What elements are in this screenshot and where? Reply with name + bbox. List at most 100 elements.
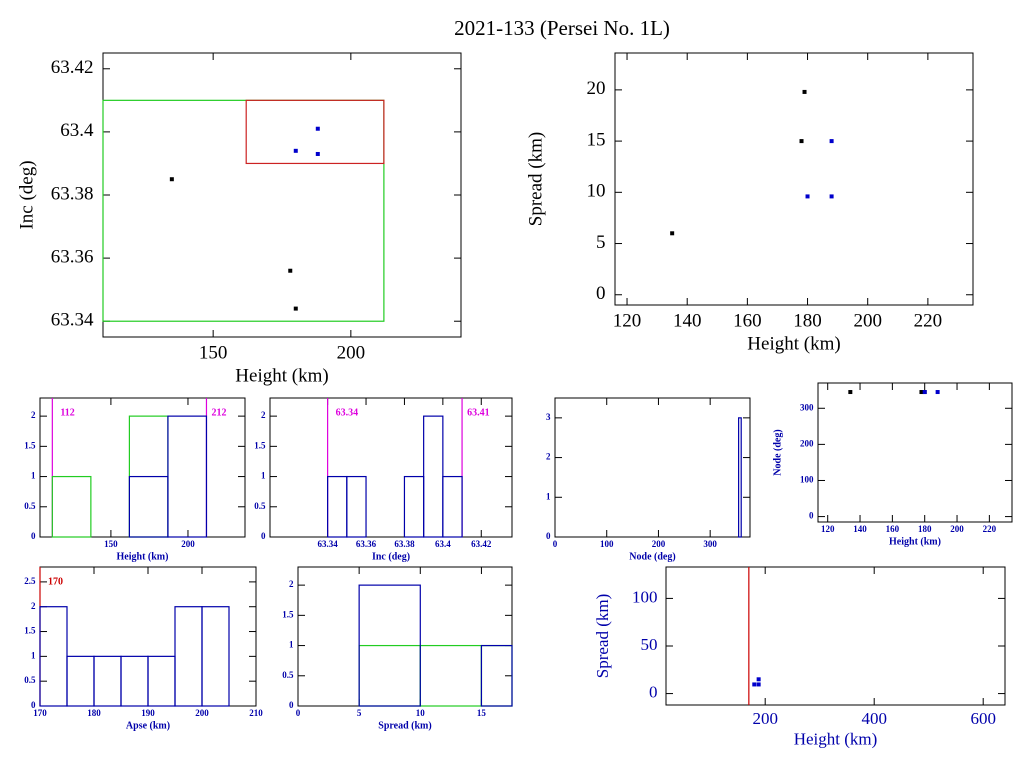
point bbox=[169, 177, 174, 182]
y-axis-label: Node (deg) bbox=[772, 429, 783, 475]
x-tick-label: 120 bbox=[613, 310, 642, 331]
y-tick-label: 63.4 bbox=[60, 120, 94, 141]
y-tick-label: 1.5 bbox=[24, 626, 36, 636]
x-tick-label: 160 bbox=[733, 310, 762, 331]
x-tick-label: 180 bbox=[87, 708, 101, 718]
y-tick-label: 100 bbox=[632, 587, 658, 606]
x-tick-label: 220 bbox=[983, 524, 997, 534]
y-tick-label: 50 bbox=[641, 635, 658, 654]
y-tick-label: 2 bbox=[31, 410, 36, 420]
selection-box bbox=[245, 99, 385, 165]
x-tick-label: 0 bbox=[296, 708, 301, 718]
y-tick-label: 0 bbox=[649, 682, 658, 701]
y-tick-label: 0 bbox=[31, 700, 36, 710]
point bbox=[293, 306, 298, 311]
plot-frame bbox=[665, 566, 1006, 706]
point bbox=[670, 231, 675, 236]
x-tick-label: 0 bbox=[553, 539, 558, 549]
y-tick-label: 63.42 bbox=[51, 57, 94, 78]
y-tick-label: 0.5 bbox=[24, 501, 36, 511]
y-tick-label: 15 bbox=[587, 129, 606, 150]
y-tick-label: 1 bbox=[31, 650, 36, 660]
y-tick-label: 2 bbox=[546, 452, 551, 462]
y-tick-label: 2 bbox=[261, 410, 266, 420]
y-tick-label: 1 bbox=[546, 491, 551, 501]
hist-bar bbox=[738, 417, 742, 538]
x-tick-label: 5 bbox=[357, 708, 362, 718]
x-axis-label: Height (km) bbox=[747, 333, 840, 354]
x-axis-label: Node (deg) bbox=[629, 551, 675, 562]
x-axis-label: Height (km) bbox=[794, 730, 878, 749]
x-tick-label: 120 bbox=[821, 524, 835, 534]
hist-bar bbox=[167, 415, 208, 538]
hist-bar bbox=[480, 644, 513, 707]
y-tick-label: 63.36 bbox=[51, 246, 94, 267]
plot-frame bbox=[554, 397, 751, 538]
limit-label: 112 bbox=[60, 407, 74, 418]
y-tick-label: 1 bbox=[261, 471, 266, 481]
y-tick-label: 300 bbox=[800, 402, 814, 412]
y-tick-label: 1.5 bbox=[282, 609, 294, 619]
y-tick-label: 20 bbox=[587, 78, 606, 99]
x-tick-label: 220 bbox=[914, 310, 943, 331]
point bbox=[756, 682, 761, 687]
hist-bar bbox=[51, 475, 92, 538]
x-axis-label: Apse (km) bbox=[126, 720, 170, 731]
x-tick-label: 200 bbox=[853, 310, 882, 331]
x-tick-label: 200 bbox=[950, 524, 964, 534]
x-tick-label: 200 bbox=[337, 342, 366, 363]
page-title: 2021-133 (Persei No. 1L) bbox=[454, 16, 670, 40]
point bbox=[922, 390, 927, 395]
x-tick-label: 15 bbox=[477, 708, 487, 718]
x-tick-label: 63.36 bbox=[356, 539, 377, 549]
x-tick-label: 200 bbox=[652, 539, 666, 549]
y-tick-label: 0 bbox=[31, 531, 36, 541]
point bbox=[315, 151, 320, 156]
x-tick-label: 170 bbox=[33, 708, 47, 718]
point bbox=[756, 677, 761, 682]
y-tick-label: 200 bbox=[800, 438, 814, 448]
point bbox=[919, 390, 924, 395]
x-axis-label: Height (km) bbox=[235, 365, 328, 386]
limit-label: 170 bbox=[48, 576, 63, 587]
x-tick-label: 63.42 bbox=[471, 539, 492, 549]
hist-bar bbox=[358, 584, 421, 707]
y-tick-label: 0 bbox=[546, 531, 551, 541]
x-tick-label: 63.38 bbox=[394, 539, 415, 549]
y-axis-label: Inc (deg) bbox=[16, 160, 37, 229]
x-tick-label: 140 bbox=[853, 524, 867, 534]
y-tick-label: 3 bbox=[546, 412, 551, 422]
y-axis-label: Spread (km) bbox=[525, 132, 546, 226]
limit-label: 63.41 bbox=[467, 407, 490, 418]
limit-label: 63.34 bbox=[336, 407, 359, 418]
x-tick-label: 300 bbox=[703, 539, 717, 549]
plot-frame bbox=[817, 382, 1013, 523]
y-axis-label: Spread (km) bbox=[593, 594, 612, 679]
x-tick-label: 100 bbox=[600, 539, 614, 549]
hist-bar bbox=[442, 475, 463, 538]
x-tick-label: 150 bbox=[199, 342, 228, 363]
x-tick-label: 160 bbox=[886, 524, 900, 534]
point bbox=[315, 126, 320, 131]
plot-frame bbox=[269, 397, 513, 538]
y-tick-label: 0.5 bbox=[254, 501, 266, 511]
x-tick-label: 190 bbox=[141, 708, 155, 718]
hist-bar bbox=[346, 475, 367, 538]
point bbox=[848, 390, 853, 395]
y-tick-label: 2.5 bbox=[24, 576, 36, 586]
y-tick-label: 0.5 bbox=[282, 670, 294, 680]
point bbox=[799, 139, 804, 144]
point bbox=[752, 682, 757, 687]
y-tick-label: 10 bbox=[587, 181, 606, 202]
y-tick-label: 0.5 bbox=[24, 675, 36, 685]
y-tick-label: 100 bbox=[800, 475, 814, 485]
point bbox=[829, 194, 834, 199]
y-tick-label: 2 bbox=[31, 601, 36, 611]
y-tick-label: 0 bbox=[596, 283, 606, 304]
x-tick-label: 210 bbox=[249, 708, 263, 718]
x-tick-label: 140 bbox=[673, 310, 702, 331]
plot-frame bbox=[614, 52, 974, 306]
point bbox=[829, 139, 834, 144]
x-axis-label: Inc (deg) bbox=[372, 551, 410, 562]
